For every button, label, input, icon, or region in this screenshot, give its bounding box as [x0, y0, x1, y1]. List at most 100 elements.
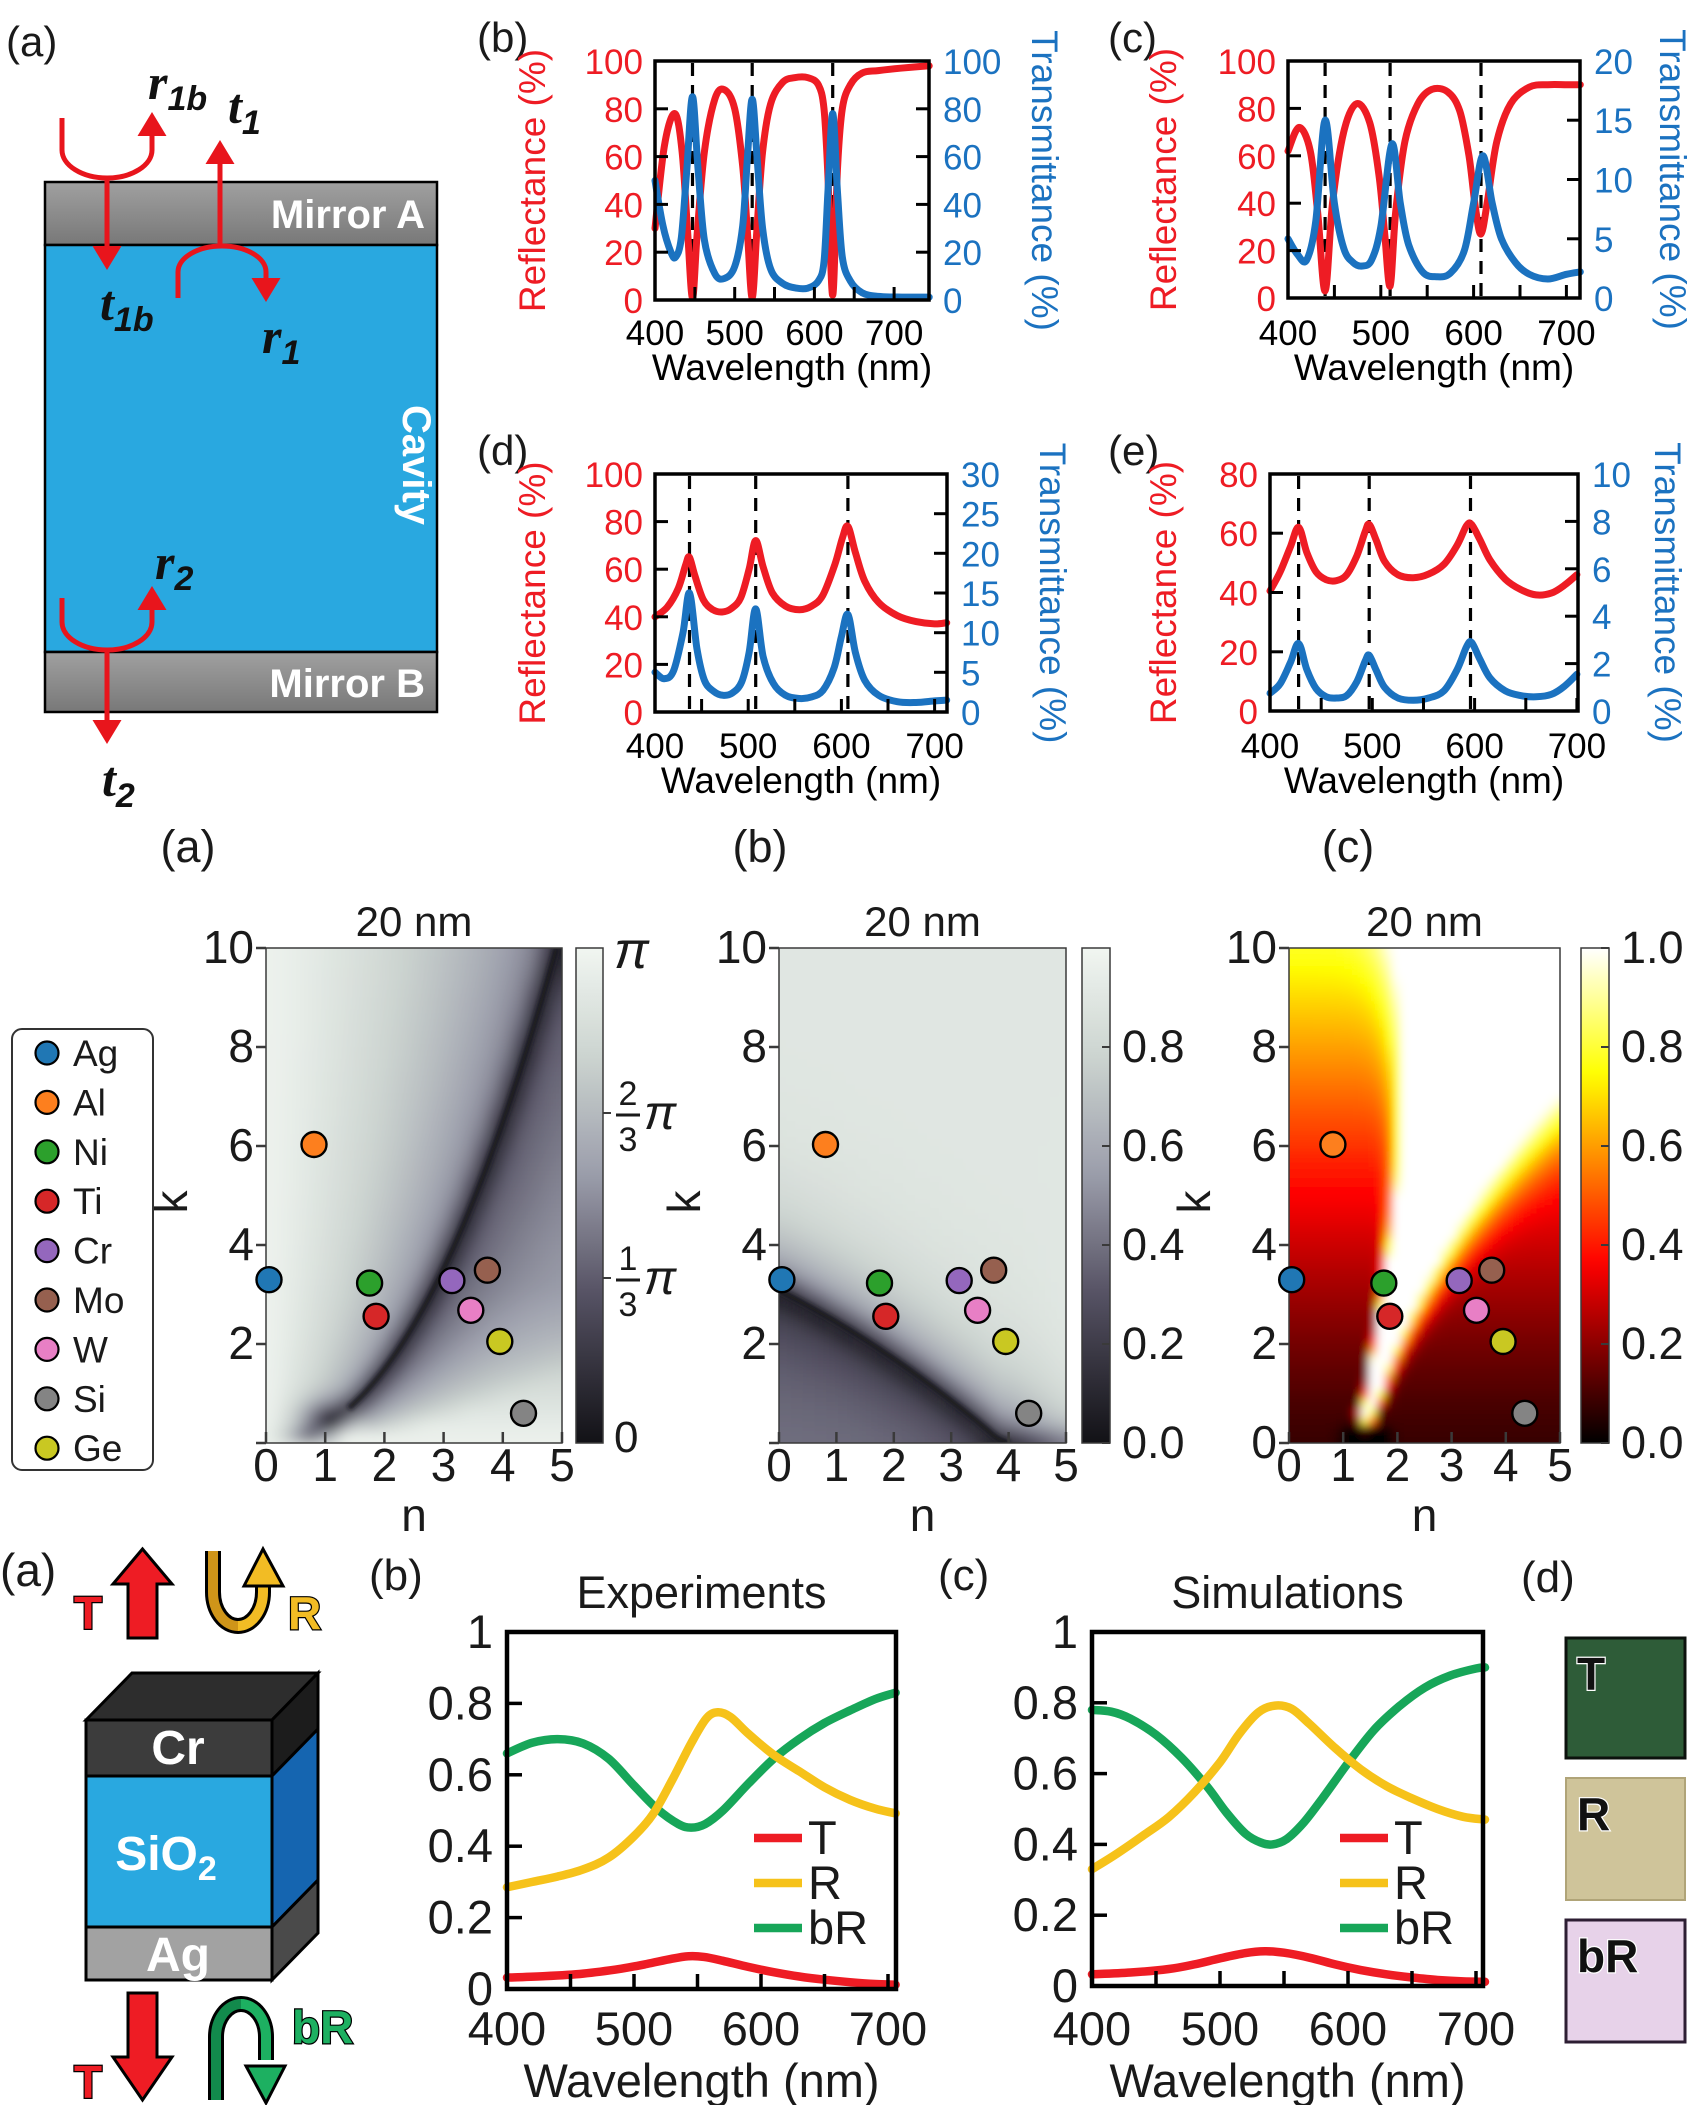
svg-text:10: 10 — [1594, 162, 1633, 201]
svg-text:2: 2 — [881, 1439, 907, 1491]
svg-text:(a): (a) — [6, 18, 57, 65]
svg-text:4: 4 — [996, 1439, 1022, 1491]
svg-text:Wavelength (nm): Wavelength (nm) — [661, 760, 941, 801]
svg-text:10: 10 — [716, 921, 767, 973]
svg-text:700: 700 — [1537, 314, 1595, 353]
svg-text:20 nm: 20 nm — [864, 898, 981, 945]
svg-text:20: 20 — [943, 234, 982, 273]
svg-text:t2: t2 — [102, 751, 135, 815]
svg-text:100: 100 — [1218, 43, 1276, 82]
svg-text:Mirror B: Mirror B — [269, 662, 425, 706]
svg-text:80: 80 — [604, 91, 643, 130]
svg-text:4: 4 — [490, 1439, 516, 1491]
svg-text:80: 80 — [604, 504, 643, 543]
svg-text:3: 3 — [431, 1439, 457, 1491]
svg-text:8: 8 — [1592, 503, 1611, 542]
svg-text:20: 20 — [1594, 43, 1633, 82]
svg-text:1: 1 — [824, 1439, 850, 1491]
svg-text:500: 500 — [1343, 727, 1401, 766]
svg-text:500: 500 — [719, 727, 777, 766]
svg-text:t1: t1 — [228, 78, 261, 142]
svg-text:Wavelength (nm): Wavelength (nm) — [1284, 760, 1564, 801]
svg-text:20: 20 — [604, 234, 643, 273]
svg-text:700: 700 — [865, 314, 923, 353]
svg-text:400: 400 — [1259, 314, 1317, 353]
svg-text:20: 20 — [961, 535, 1000, 574]
svg-text:20: 20 — [604, 646, 643, 685]
svg-text:5: 5 — [1594, 221, 1613, 260]
svg-text:(b): (b) — [733, 821, 788, 872]
svg-text:0: 0 — [1592, 693, 1611, 732]
svg-text:60: 60 — [1237, 138, 1276, 177]
svg-text:0: 0 — [1239, 693, 1258, 732]
svg-text:8: 8 — [228, 1020, 254, 1072]
svg-text:700: 700 — [905, 727, 963, 766]
svg-text:2: 2 — [741, 1317, 767, 1369]
svg-text:Transmittance (%): Transmittance (%) — [1024, 30, 1065, 331]
svg-text:1: 1 — [312, 1439, 338, 1491]
svg-text:20: 20 — [1219, 634, 1258, 673]
svg-text:500: 500 — [705, 314, 763, 353]
svg-text:(c): (c) — [1322, 821, 1374, 872]
svg-text:80: 80 — [1219, 456, 1258, 495]
svg-text:5: 5 — [549, 1439, 575, 1491]
svg-text:60: 60 — [604, 551, 643, 590]
svg-text:600: 600 — [1444, 314, 1502, 353]
svg-text:100: 100 — [585, 43, 643, 82]
svg-text:6: 6 — [1592, 551, 1611, 590]
svg-text:600: 600 — [812, 727, 870, 766]
svg-text:r1b: r1b — [148, 54, 207, 118]
svg-text:(c): (c) — [1108, 14, 1157, 61]
svg-text:2: 2 — [372, 1439, 398, 1491]
svg-text:n: n — [910, 1489, 936, 1541]
svg-text:Transmittance (%): Transmittance (%) — [1647, 442, 1688, 743]
svg-text:6: 6 — [228, 1119, 254, 1171]
svg-text:500: 500 — [1352, 314, 1410, 353]
svg-text:60: 60 — [1219, 515, 1258, 554]
svg-text:4: 4 — [1592, 598, 1611, 637]
svg-text:0: 0 — [766, 1439, 792, 1491]
svg-text:100: 100 — [943, 43, 1001, 82]
svg-text:15: 15 — [961, 575, 1000, 614]
svg-text:25: 25 — [961, 496, 1000, 535]
svg-text:400: 400 — [626, 727, 684, 766]
svg-text:5: 5 — [961, 654, 980, 693]
svg-text:k: k — [658, 1190, 710, 1214]
svg-text:20: 20 — [1237, 233, 1276, 272]
svg-text:Reflectance (%): Reflectance (%) — [512, 461, 553, 724]
svg-text:(d): (d) — [477, 427, 528, 474]
svg-text:(a): (a) — [161, 821, 216, 872]
svg-text:80: 80 — [1237, 90, 1276, 129]
svg-text:2: 2 — [228, 1317, 254, 1369]
svg-text:(b): (b) — [477, 14, 528, 61]
svg-text:0: 0 — [961, 694, 980, 733]
svg-text:0: 0 — [943, 282, 962, 321]
svg-text:0: 0 — [624, 694, 643, 733]
svg-text:Wavelength (nm): Wavelength (nm) — [652, 347, 932, 388]
svg-text:40: 40 — [1219, 575, 1258, 614]
svg-text:30: 30 — [961, 456, 1000, 495]
svg-text:2: 2 — [1592, 646, 1611, 685]
svg-text:100: 100 — [585, 456, 643, 495]
svg-text:40: 40 — [1237, 185, 1276, 224]
svg-text:0: 0 — [1257, 280, 1276, 319]
svg-text:Wavelength (nm): Wavelength (nm) — [1294, 347, 1574, 388]
svg-text:Transmittance (%): Transmittance (%) — [1032, 443, 1073, 744]
svg-text:(e): (e) — [1108, 427, 1159, 474]
svg-text:60: 60 — [943, 139, 982, 178]
svg-text:60: 60 — [604, 139, 643, 178]
svg-text:700: 700 — [1548, 727, 1606, 766]
svg-text:600: 600 — [785, 314, 843, 353]
svg-text:r2: r2 — [155, 534, 193, 598]
svg-text:Reflectance (%): Reflectance (%) — [1143, 48, 1184, 311]
svg-text:10: 10 — [203, 921, 254, 973]
svg-text:Reflectance (%): Reflectance (%) — [512, 49, 553, 312]
svg-text:80: 80 — [943, 91, 982, 130]
svg-text:3: 3 — [938, 1439, 964, 1491]
svg-text:0: 0 — [253, 1439, 279, 1491]
svg-text:40: 40 — [604, 186, 643, 225]
svg-text:0: 0 — [624, 282, 643, 321]
svg-text:400: 400 — [1241, 727, 1299, 766]
svg-text:10: 10 — [961, 615, 1000, 654]
svg-text:5: 5 — [1053, 1439, 1079, 1491]
